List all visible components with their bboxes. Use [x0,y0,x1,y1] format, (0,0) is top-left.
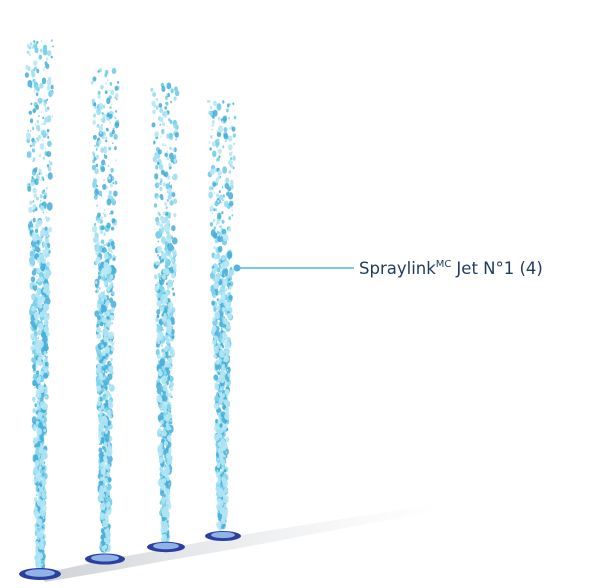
nozzle-base [25,569,55,577]
water-droplets [90,80,119,553]
water-jets [24,39,237,572]
jet-label: SpraylinkMC Jet N°1 (4) [359,259,543,278]
nozzle-base [91,554,119,562]
water-droplets [150,87,178,543]
water-droplets [207,100,237,530]
water-droplets [151,82,179,542]
water-droplets [92,70,120,553]
water-droplets [25,42,54,570]
nozzle-base [153,542,179,550]
nozzle-bases [19,531,241,580]
product-model: Jet N°1 (4) [455,259,542,278]
nozzle-base [211,531,235,539]
water-droplets [208,100,234,531]
product-name: Spraylink [359,259,436,278]
callout-dot [233,264,241,272]
ground-shadow [40,505,440,582]
water-droplets [151,87,178,544]
trademark: MC [436,259,452,270]
water-droplets [209,100,236,529]
